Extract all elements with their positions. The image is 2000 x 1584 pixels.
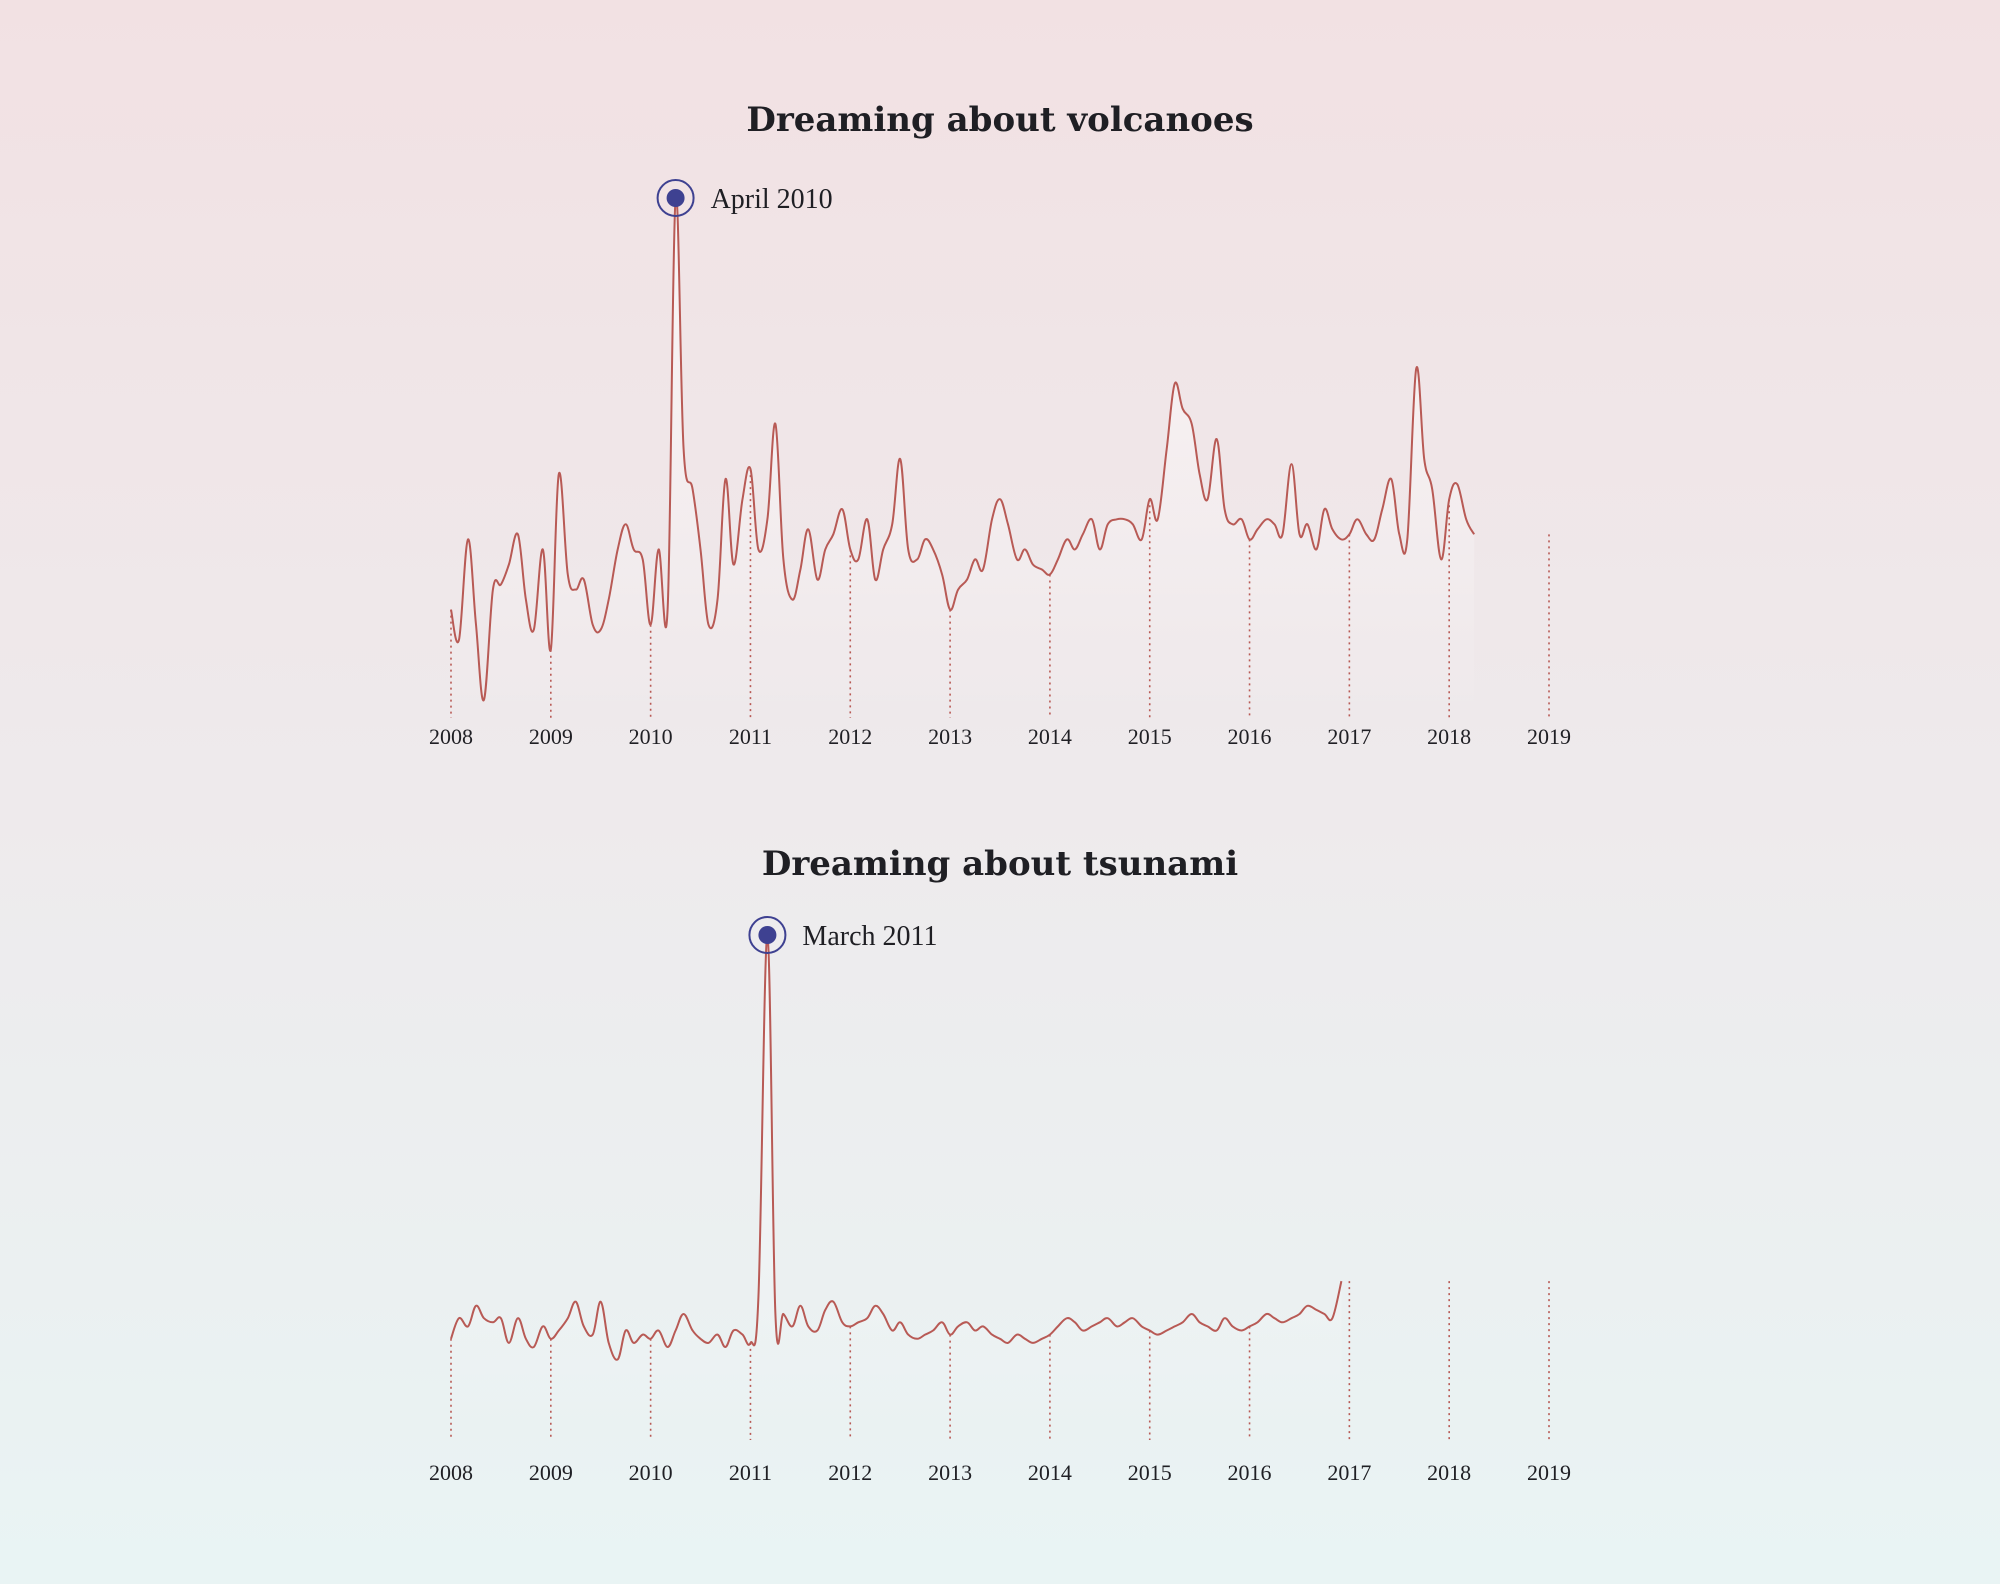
x-tick-label: 2015 (1128, 1460, 1172, 1485)
x-tick-label: 2016 (1228, 724, 1272, 749)
area-fill (451, 195, 1475, 720)
x-tick-label: 2010 (629, 1460, 673, 1485)
x-tick-label: 2018 (1427, 1460, 1471, 1485)
peak-annotation: April 2010 (656, 179, 833, 217)
x-tick-label: 2012 (828, 1460, 872, 1485)
x-tick-label: 2019 (1527, 724, 1571, 749)
x-tick-label: 2018 (1427, 724, 1471, 749)
x-tick-label: 2011 (729, 724, 772, 749)
tsunami-chart: Dreaming about tsunami 2008 2009 2010 2011 2… (429, 844, 1571, 1485)
x-tick-label: 2011 (729, 1460, 772, 1485)
x-tick-label: 2017 (1327, 724, 1371, 749)
peak-marker-ring (656, 179, 695, 217)
x-tick-label: 2008 (429, 724, 473, 749)
x-tick-label: 2019 (1527, 1460, 1571, 1485)
peak-label: March 2011 (802, 921, 937, 952)
chart-title: Dreaming about tsunami (762, 844, 1238, 884)
x-tick-label: 2014 (1028, 1460, 1072, 1485)
x-tick-label: 2016 (1228, 1460, 1272, 1485)
area-fill (451, 934, 1342, 1440)
peak-annotation: March 2011 (748, 916, 937, 954)
x-tick-label: 2013 (928, 1460, 972, 1485)
x-ticks: 2008 2009 2010 2011 2012 2013 2014 2015 2016 2017… (429, 469, 1571, 749)
peak-marker-dot (666, 189, 685, 207)
x-ticks: 2008 2009 2010 2011 2012 2013 2014 2015 2016 2017… (429, 1281, 1571, 1485)
x-tick-label: 2009 (529, 724, 573, 749)
x-tick-label: 2012 (828, 724, 872, 749)
x-tick-label: 2009 (529, 1460, 573, 1485)
volcanoes-chart: Dreaming about volcanoes 2008 2009 2010 201… (429, 100, 1571, 749)
series-line (450, 933, 1343, 1361)
x-tick-label: 2014 (1028, 724, 1072, 749)
x-tick-label: 2013 (928, 724, 972, 749)
x-tick-label: 2008 (429, 1460, 473, 1485)
peak-label: April 2010 (711, 184, 833, 215)
peak-marker-dot (758, 926, 777, 944)
x-tick-label: 2010 (629, 724, 673, 749)
peak-marker-ring (748, 916, 787, 954)
chart-title: Dreaming about volcanoes (746, 100, 1253, 140)
series-line (450, 194, 1475, 702)
x-tick-label: 2017 (1327, 1460, 1371, 1485)
x-tick-label: 2015 (1128, 724, 1172, 749)
